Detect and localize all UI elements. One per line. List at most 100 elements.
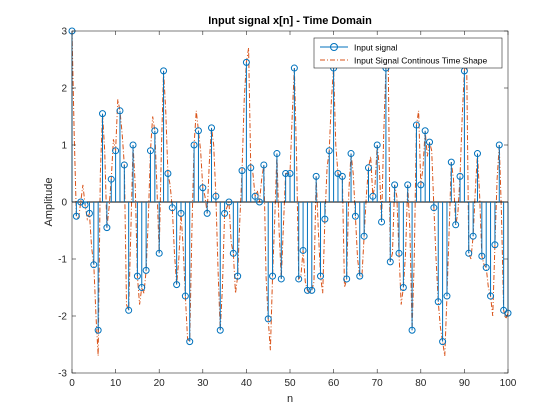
stem-marker (495, 141, 503, 149)
stem-marker (194, 127, 202, 135)
y-tick-label: 0 (61, 198, 67, 209)
stem-marker (155, 249, 163, 257)
stem-marker (364, 164, 372, 172)
stem-marker (216, 326, 224, 334)
x-tick-label: 60 (328, 378, 340, 389)
legend-stem-marker (330, 43, 338, 51)
stem-marker (426, 138, 434, 146)
stem-marker (264, 315, 272, 323)
y-axis-label: Amplitude (43, 178, 55, 227)
stem-marker (255, 198, 263, 206)
stem-marker (447, 158, 455, 166)
stem-marker (238, 167, 246, 175)
stem-marker (343, 275, 351, 283)
stem-marker (72, 212, 80, 220)
stem-marker (465, 249, 473, 257)
stem-marker (351, 212, 359, 220)
stem-marker (212, 192, 220, 200)
stem-marker (142, 266, 150, 274)
stem-marker (421, 127, 429, 135)
legend-label-continuous-shape: Input Signal Continous Time Shape (354, 56, 488, 66)
stem-marker (303, 286, 311, 294)
legend[interactable]: Input signal Input Signal Continous Time… (313, 37, 503, 69)
stem-marker (482, 264, 490, 272)
stem-marker (347, 150, 355, 158)
axes-layer: 0 10 20 30 40 50 60 70 80 90 100 -3 -2 -1 0 1 2 3 (58, 27, 517, 390)
stem-marker (469, 232, 477, 240)
stem-marker (203, 209, 211, 217)
x-tick-label: 50 (284, 378, 296, 389)
y-tick-label: -3 (58, 369, 67, 380)
stem-marker (138, 284, 146, 291)
stem-marker (360, 232, 368, 240)
stem-marker (443, 292, 451, 300)
stem-marker (208, 124, 216, 132)
stem-marker (312, 172, 320, 180)
stem-marker (85, 209, 93, 217)
stem-marker (242, 58, 250, 66)
stem-marker (146, 147, 154, 155)
stem-marker (399, 284, 407, 291)
chart-title: Input signal x[n] - Time Domain (208, 15, 372, 27)
stem-marker (478, 252, 486, 260)
stem-marker (269, 272, 277, 280)
stem-marker (168, 204, 176, 212)
stem-marker (164, 170, 172, 177)
stem-marker (225, 198, 233, 206)
stem-marker (338, 172, 346, 180)
stem-marker (107, 175, 115, 183)
stem-marker (260, 161, 268, 169)
legend-box (313, 37, 503, 69)
stem-marker (473, 150, 481, 158)
stem-marker (391, 181, 399, 189)
y-tick-label: -1 (58, 255, 67, 266)
stem-marker (103, 224, 111, 232)
stem-marker (356, 272, 364, 280)
stem-marker (125, 306, 133, 314)
y-tick-label: 3 (61, 27, 67, 38)
x-tick-label: 30 (197, 378, 209, 389)
stem-marker (369, 192, 377, 200)
x-tick-label: 10 (110, 378, 122, 389)
stem-marker (386, 258, 394, 266)
stem-marker (282, 170, 290, 177)
stem-marker (408, 326, 416, 334)
stem-marker (395, 249, 403, 257)
stem-marker (404, 181, 412, 189)
x-tick-label: 40 (241, 378, 253, 389)
y-tick-label: 2 (61, 84, 67, 95)
stem-marker (452, 221, 460, 229)
stem-marker (325, 147, 333, 155)
stem-marker (251, 192, 259, 200)
stem-marker (112, 147, 120, 155)
stem-marker (439, 338, 447, 346)
stem-marker (430, 204, 438, 212)
x-tick-label: 20 (154, 378, 166, 389)
stem-marker (90, 261, 98, 269)
stem-marker (412, 121, 420, 129)
stem-marker (277, 275, 285, 283)
data-layer (68, 27, 512, 356)
stem-marker (133, 272, 141, 280)
y-tick-label: 1 (61, 141, 67, 152)
x-axis-label: n (287, 393, 293, 405)
stem-marker (173, 281, 181, 289)
stem-marker (247, 164, 255, 172)
x-tick-label: 100 (500, 378, 517, 389)
stem-marker (229, 249, 237, 257)
stem-marker (151, 127, 159, 135)
stem-marker (290, 64, 298, 72)
stem-marker (456, 172, 464, 180)
stem-marker (81, 201, 89, 209)
stem-marker (295, 275, 303, 283)
stem-marker (317, 272, 325, 280)
stem-marker (373, 141, 381, 149)
stem-marker (286, 170, 294, 177)
stem-marker (434, 298, 442, 306)
stem-marker (299, 246, 307, 254)
stem-marker (116, 107, 124, 115)
stem-marker (129, 141, 137, 149)
stem-marker (120, 161, 128, 169)
stem-marker (234, 272, 242, 280)
